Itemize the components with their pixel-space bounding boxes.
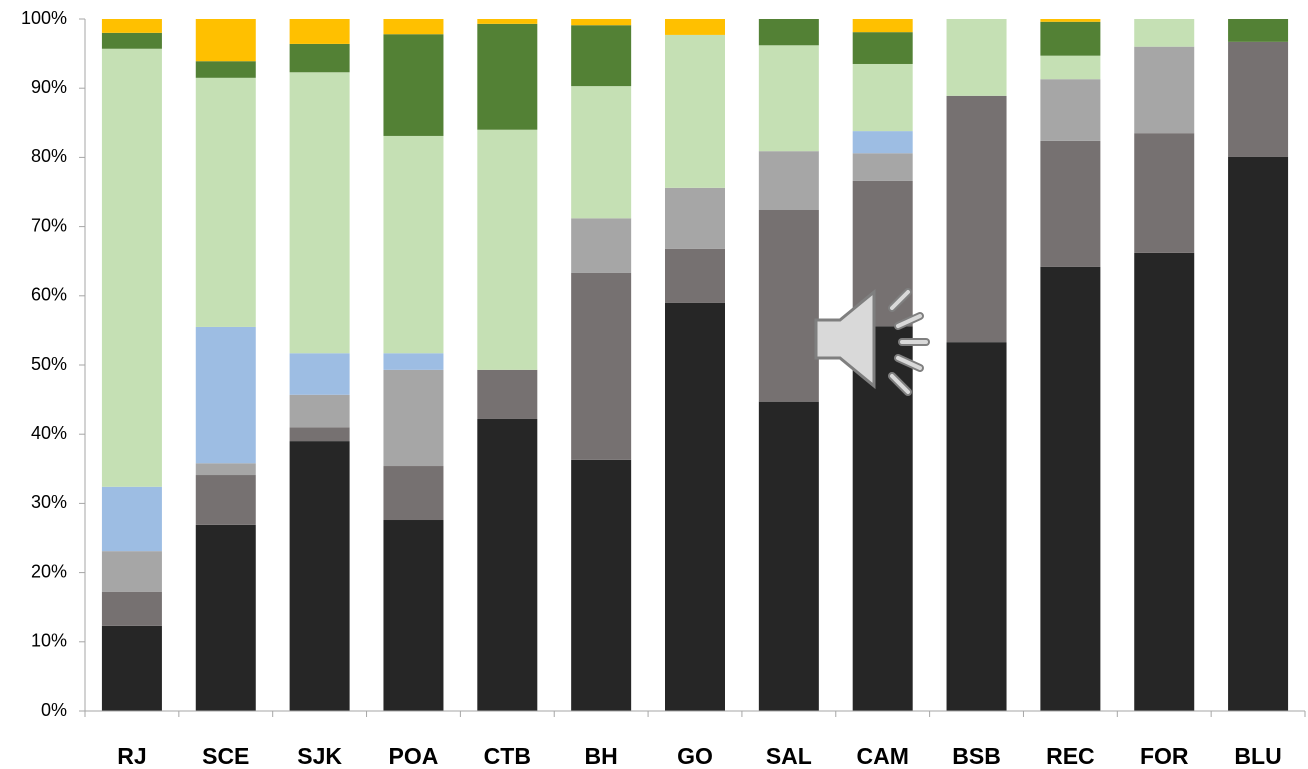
bar-segment — [195, 326, 256, 464]
bar-segment — [289, 394, 350, 428]
y-tick-label: 10% — [31, 631, 67, 651]
bar-segment — [101, 32, 162, 49]
x-tick-label: CAM — [856, 743, 908, 769]
bar-segment — [946, 95, 1007, 343]
bar-segment — [101, 486, 162, 552]
bar-segment — [852, 32, 913, 64]
bar-segment — [195, 77, 256, 327]
bar-segment — [665, 19, 725, 35]
y-tick-label: 60% — [31, 285, 67, 305]
bar-segment — [289, 441, 350, 711]
bar-segment — [1040, 55, 1101, 80]
bar-segment — [289, 427, 350, 442]
y-tick-label: 0% — [41, 700, 67, 720]
bar-segment — [571, 19, 632, 26]
bar-segment — [383, 353, 444, 370]
bar-segment — [852, 19, 913, 33]
y-tick-label: 80% — [31, 146, 67, 166]
bar-segment — [1134, 19, 1195, 47]
bar-segment — [1040, 19, 1101, 22]
bar-segment — [852, 63, 913, 132]
bar-segment — [1040, 140, 1101, 267]
bar-segment — [289, 43, 350, 73]
bar-segment — [1040, 266, 1101, 711]
bar-segment — [946, 342, 1007, 711]
bar-segment — [852, 131, 913, 154]
bar-segment — [383, 135, 444, 354]
bar-segment — [1228, 41, 1289, 157]
y-tick-label: 70% — [31, 215, 67, 235]
bar-segment — [195, 61, 256, 78]
bar-segment — [1228, 19, 1289, 42]
x-tick-label: GO — [677, 743, 713, 769]
bar-segment — [195, 463, 256, 476]
bar-segment — [1134, 133, 1195, 253]
bar-segment — [1040, 21, 1101, 56]
bar-segment — [383, 34, 444, 136]
x-tick-label: REC — [1046, 743, 1095, 769]
y-tick-label: 20% — [31, 561, 67, 581]
bar-segment — [477, 369, 538, 419]
y-tick-label: 40% — [31, 423, 67, 443]
bar-segment — [571, 25, 632, 87]
y-tick-label: 30% — [31, 492, 67, 512]
bar-segment — [1228, 156, 1289, 711]
x-tick-label: FOR — [1140, 743, 1189, 769]
bar-segment — [383, 19, 444, 35]
bar-segment — [101, 591, 162, 626]
bar-segment — [665, 302, 725, 711]
bar-segment — [477, 19, 538, 24]
bar-segment — [289, 19, 350, 44]
bar-segment — [758, 209, 819, 402]
bar-segment — [758, 401, 819, 711]
bar-segment — [665, 248, 725, 303]
x-tick-label: POA — [389, 743, 439, 769]
x-tick-label: BSB — [952, 743, 1001, 769]
x-tick-label: SCE — [202, 743, 249, 769]
bar-segment — [289, 353, 350, 395]
y-tick-label: 50% — [31, 354, 67, 374]
bar-segment — [195, 475, 256, 525]
bar-segment — [571, 272, 632, 460]
bar-segment — [571, 459, 632, 711]
x-tick-label: CTB — [484, 743, 531, 769]
bar-segment — [571, 86, 632, 219]
bar-segment — [101, 19, 162, 33]
y-tick-label: 90% — [31, 77, 67, 97]
x-tick-label: BH — [585, 743, 618, 769]
bar-segment — [477, 129, 538, 370]
bar-segment — [665, 34, 725, 188]
bar-segment — [1134, 252, 1195, 711]
bar-segment — [758, 45, 819, 152]
x-tick-label: SJK — [297, 743, 342, 769]
bar-segment — [383, 520, 444, 711]
y-tick-label: 100% — [21, 8, 67, 28]
bar-segment — [195, 19, 256, 62]
x-tick-label: SAL — [766, 743, 812, 769]
bar-segment — [289, 72, 350, 354]
bar-segment — [195, 524, 256, 711]
bar-segment — [665, 187, 725, 249]
bar-segment — [101, 48, 162, 487]
bar-segment — [758, 19, 819, 46]
bar-segment — [1134, 46, 1195, 134]
bar-segment — [383, 466, 444, 521]
x-tick-label: BLU — [1234, 743, 1281, 769]
x-tick-label: RJ — [117, 743, 146, 769]
bar-segment — [852, 153, 913, 181]
bar-segment — [477, 23, 538, 130]
speaker-icon — [814, 288, 930, 396]
bar-segment — [758, 151, 819, 210]
bar-segment — [383, 369, 444, 467]
bar-segment — [946, 19, 1007, 96]
bar-segment — [571, 218, 632, 273]
bar-segment — [101, 551, 162, 592]
bar-segment — [1040, 79, 1101, 141]
bar-segment — [101, 625, 162, 711]
bar-segment — [477, 418, 538, 711]
